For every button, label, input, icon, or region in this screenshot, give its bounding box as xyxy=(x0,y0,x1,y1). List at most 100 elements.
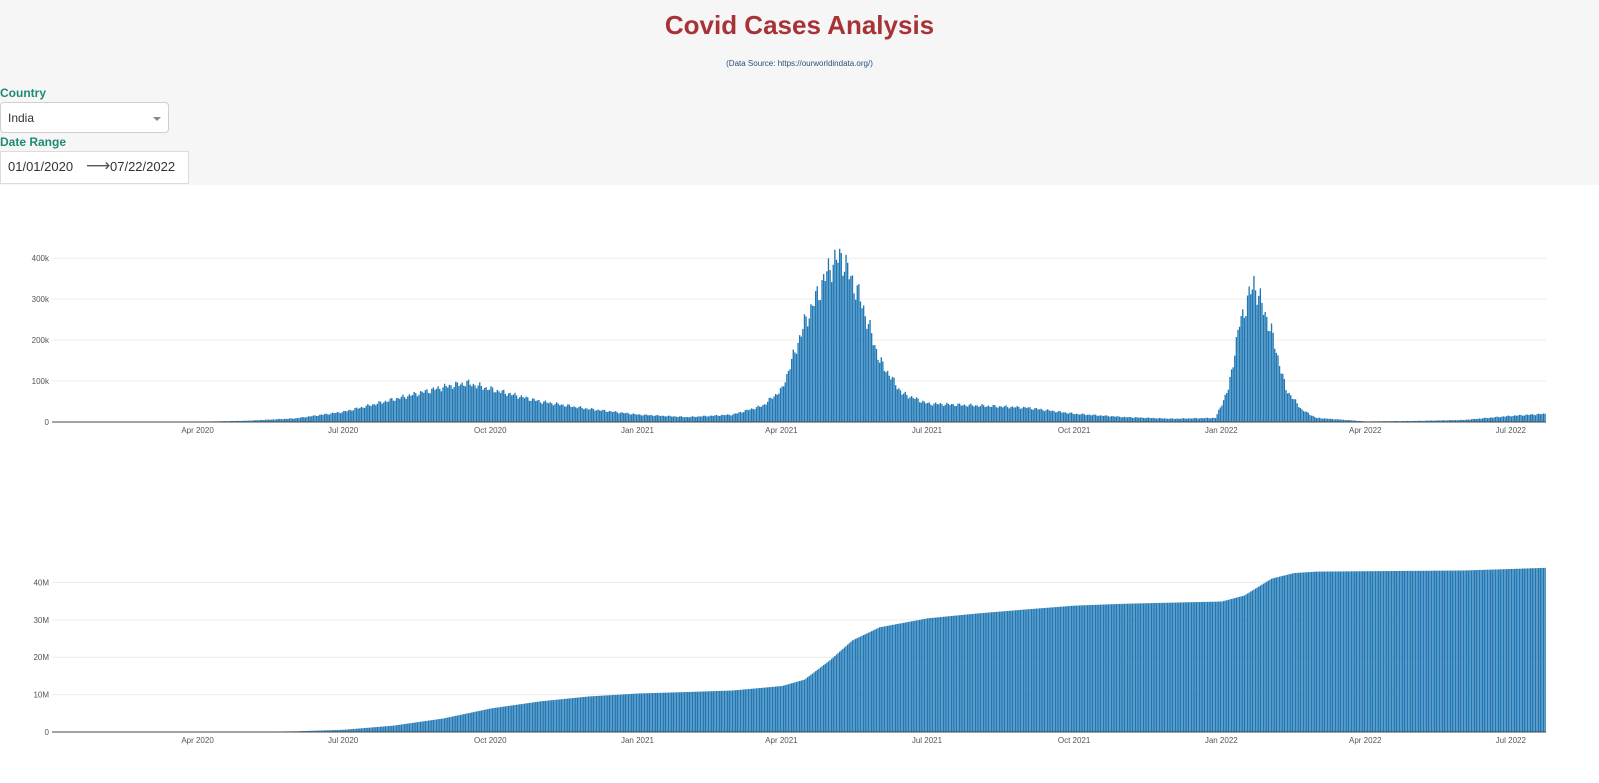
bar xyxy=(994,612,996,732)
bar xyxy=(512,394,515,422)
bar xyxy=(1037,409,1039,422)
bar xyxy=(1139,603,1142,732)
bar xyxy=(1123,416,1126,422)
bar xyxy=(1422,420,1425,422)
bar xyxy=(338,729,340,732)
bar xyxy=(1069,412,1071,422)
bar xyxy=(1235,337,1238,422)
bar xyxy=(1034,408,1036,422)
bar xyxy=(679,416,681,422)
bar xyxy=(1046,607,1049,732)
bar xyxy=(1461,570,1463,732)
bar xyxy=(954,406,956,422)
bar xyxy=(1283,378,1286,422)
bar xyxy=(998,611,1001,732)
bar xyxy=(677,416,679,422)
bar xyxy=(1410,570,1412,732)
bar xyxy=(1283,575,1286,732)
bar xyxy=(666,416,668,422)
bar xyxy=(381,726,383,732)
bar xyxy=(829,270,831,422)
bar xyxy=(1162,418,1164,422)
bar xyxy=(802,329,804,422)
bar xyxy=(1229,376,1231,422)
bar xyxy=(754,688,756,732)
bar xyxy=(944,404,946,422)
bar xyxy=(1370,571,1372,732)
country-dropdown[interactable]: India xyxy=(0,102,169,133)
bar xyxy=(1232,367,1234,422)
bar xyxy=(1491,569,1493,732)
bar xyxy=(1518,568,1521,732)
bar xyxy=(1542,413,1545,422)
bar xyxy=(845,254,847,422)
bar xyxy=(733,690,735,732)
bar xyxy=(1221,601,1223,732)
bar xyxy=(528,400,531,422)
bar xyxy=(1352,571,1354,732)
bar xyxy=(1243,595,1246,732)
bar xyxy=(1176,418,1178,422)
bar xyxy=(1154,603,1156,732)
bar xyxy=(407,723,409,732)
bar xyxy=(1214,418,1217,422)
bar xyxy=(995,611,998,732)
bar xyxy=(1205,601,1207,732)
bar xyxy=(1126,417,1129,422)
bar xyxy=(998,406,1001,422)
date-range-picker[interactable]: 01/01/2020 ⟶ 07/22/2022 xyxy=(0,151,189,184)
bar xyxy=(1208,601,1210,732)
bar xyxy=(1213,417,1215,422)
bar xyxy=(767,687,769,732)
start-date-input[interactable]: 01/01/2020 xyxy=(8,159,74,174)
bar xyxy=(837,262,839,422)
bar xyxy=(1536,568,1538,732)
bar xyxy=(722,690,724,732)
bar xyxy=(1106,415,1108,422)
chevron-down-icon[interactable] xyxy=(153,117,161,121)
bar xyxy=(471,712,473,732)
bar xyxy=(1112,604,1114,732)
bar xyxy=(611,412,614,422)
bar xyxy=(259,419,262,422)
bar xyxy=(631,414,633,422)
bar xyxy=(1274,577,1276,732)
y-tick-label: 400k xyxy=(32,254,50,263)
bar xyxy=(1190,602,1193,732)
bar xyxy=(541,403,543,422)
bar xyxy=(1277,577,1279,732)
bar xyxy=(469,384,471,422)
bar xyxy=(263,420,265,422)
bar xyxy=(1222,400,1225,422)
bar xyxy=(1120,417,1122,422)
bar xyxy=(1357,420,1359,422)
bar xyxy=(424,390,427,422)
bar xyxy=(834,249,836,422)
bar xyxy=(1042,410,1044,422)
bar xyxy=(557,403,559,422)
bar xyxy=(720,415,722,422)
bar xyxy=(1162,602,1164,732)
bar xyxy=(637,693,639,732)
bar xyxy=(704,415,706,422)
bar xyxy=(1493,569,1495,732)
bar xyxy=(767,401,769,422)
bar xyxy=(539,701,542,732)
bar xyxy=(1325,571,1327,732)
bar xyxy=(1003,611,1006,732)
bar xyxy=(922,619,924,732)
bar xyxy=(1133,603,1135,732)
bar xyxy=(872,630,874,732)
bar xyxy=(1189,602,1191,732)
bar xyxy=(368,405,371,422)
end-date-input[interactable]: 07/22/2022 xyxy=(110,159,176,174)
bar xyxy=(651,693,654,732)
bar xyxy=(683,417,686,422)
bar xyxy=(709,691,711,732)
bar xyxy=(1211,417,1214,422)
bar xyxy=(658,692,660,732)
bar xyxy=(427,720,430,732)
bar xyxy=(610,695,612,732)
bar xyxy=(893,377,895,422)
bar xyxy=(1382,571,1385,732)
